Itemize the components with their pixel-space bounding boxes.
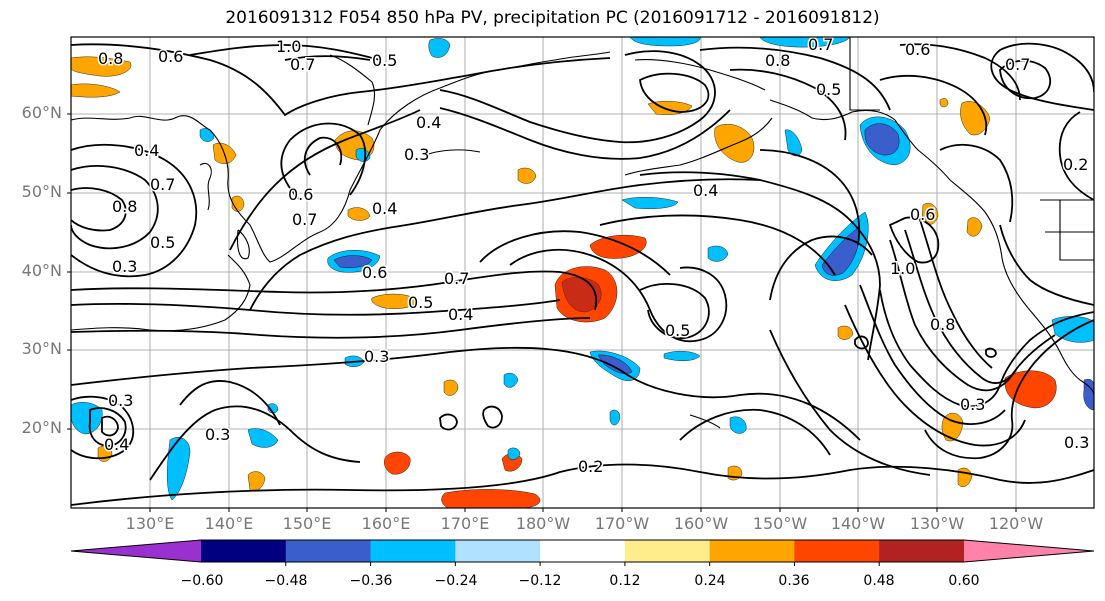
contour-label: 0.2 <box>578 457 603 476</box>
contour-label: 0.5 <box>372 51 397 70</box>
lat-label-50n: 50°N <box>21 182 62 201</box>
colorbar-label: −0.36 <box>349 573 393 589</box>
lon-label: 150°W <box>752 514 808 533</box>
contour-label: 0.3 <box>112 257 137 276</box>
colorbar-label: 0.24 <box>694 573 726 589</box>
colorbar-label: 0.12 <box>609 573 641 589</box>
contour-label: 0.6 <box>158 47 183 66</box>
contour-label: 0.8 <box>765 51 790 70</box>
contour-label: 0.6 <box>905 40 930 59</box>
lat-label-40n: 40°N <box>21 261 62 280</box>
lon-label: 180°W <box>515 514 571 533</box>
contour-label: 0.4 <box>134 141 159 160</box>
contour-label: 0.6 <box>362 263 387 282</box>
colorbar-label: −0.24 <box>434 573 478 589</box>
contour-label: 0.8 <box>112 197 137 216</box>
contour-label: 0.5 <box>408 293 433 312</box>
contour-label: 0.4 <box>448 305 473 324</box>
colorbar-label: −0.60 <box>180 573 224 589</box>
contour-label: 0.7 <box>290 55 315 74</box>
colorbar-label: 0.36 <box>778 573 810 589</box>
colorbar-label: 0.60 <box>948 573 980 589</box>
contour-label: 0.4 <box>416 113 441 132</box>
contour-label: 0.4 <box>372 199 397 218</box>
lon-label: 140°E <box>204 514 254 533</box>
lon-label: 130°W <box>909 514 965 533</box>
contour-label: 0.7 <box>808 35 833 54</box>
contour-label: 0.8 <box>930 315 955 334</box>
contour-label: 0.5 <box>150 233 175 252</box>
contour-label: 0.5 <box>665 321 690 340</box>
contour-label: 0.6 <box>910 205 935 224</box>
contour-label: 0.8 <box>98 49 123 68</box>
contour-label: 1.0 <box>276 37 301 56</box>
contour-label: 0.4 <box>693 181 718 200</box>
lat-label-60n: 60°N <box>21 103 62 122</box>
contour-label: 0.3 <box>1064 433 1089 452</box>
lon-label: 130°E <box>125 514 175 533</box>
lon-label: 170°W <box>594 514 650 533</box>
contour-label: 0.7 <box>150 175 175 194</box>
contour-label: 0.3 <box>364 347 389 366</box>
lon-label: 160°W <box>673 514 729 533</box>
contour-labels: 0.8 0.6 1.0 0.7 0.5 0.7 0.8 0.6 0.4 0.3 … <box>97 35 1091 478</box>
contour-label: 1.0 <box>890 259 915 278</box>
contour-label: 0.4 <box>104 435 129 454</box>
lat-label-20n: 20°N <box>21 418 62 437</box>
lat-label-30n: 30°N <box>21 339 62 358</box>
contour-label: 0.3 <box>108 391 133 410</box>
precip-positive <box>71 56 1057 508</box>
contour-label: 0.3 <box>960 395 985 414</box>
contour-label: 0.3 <box>205 425 230 444</box>
lon-label: 120°W <box>988 514 1044 533</box>
contour-label: 0.5 <box>816 80 841 99</box>
lon-label: 150°E <box>282 514 332 533</box>
lon-label: 170°E <box>440 514 490 533</box>
contour-label: 0.7 <box>444 269 469 288</box>
colorbar-label: 0.48 <box>863 573 895 589</box>
contour-label: 0.2 <box>1063 155 1088 174</box>
pv-contours <box>71 42 1094 506</box>
colorbar-label: −0.12 <box>518 573 562 589</box>
contour-label: 0.7 <box>1005 55 1030 74</box>
contour-label: 0.6 <box>288 185 313 204</box>
map-title: 2016091312 F054 850 hPa PV, precipitatio… <box>225 8 880 28</box>
colorbar-label: −0.48 <box>264 573 308 589</box>
contour-label: 0.3 <box>404 145 429 164</box>
contour-label: 0.7 <box>292 210 317 229</box>
lon-label: 140°W <box>830 514 886 533</box>
lon-label: 160°E <box>361 514 411 533</box>
